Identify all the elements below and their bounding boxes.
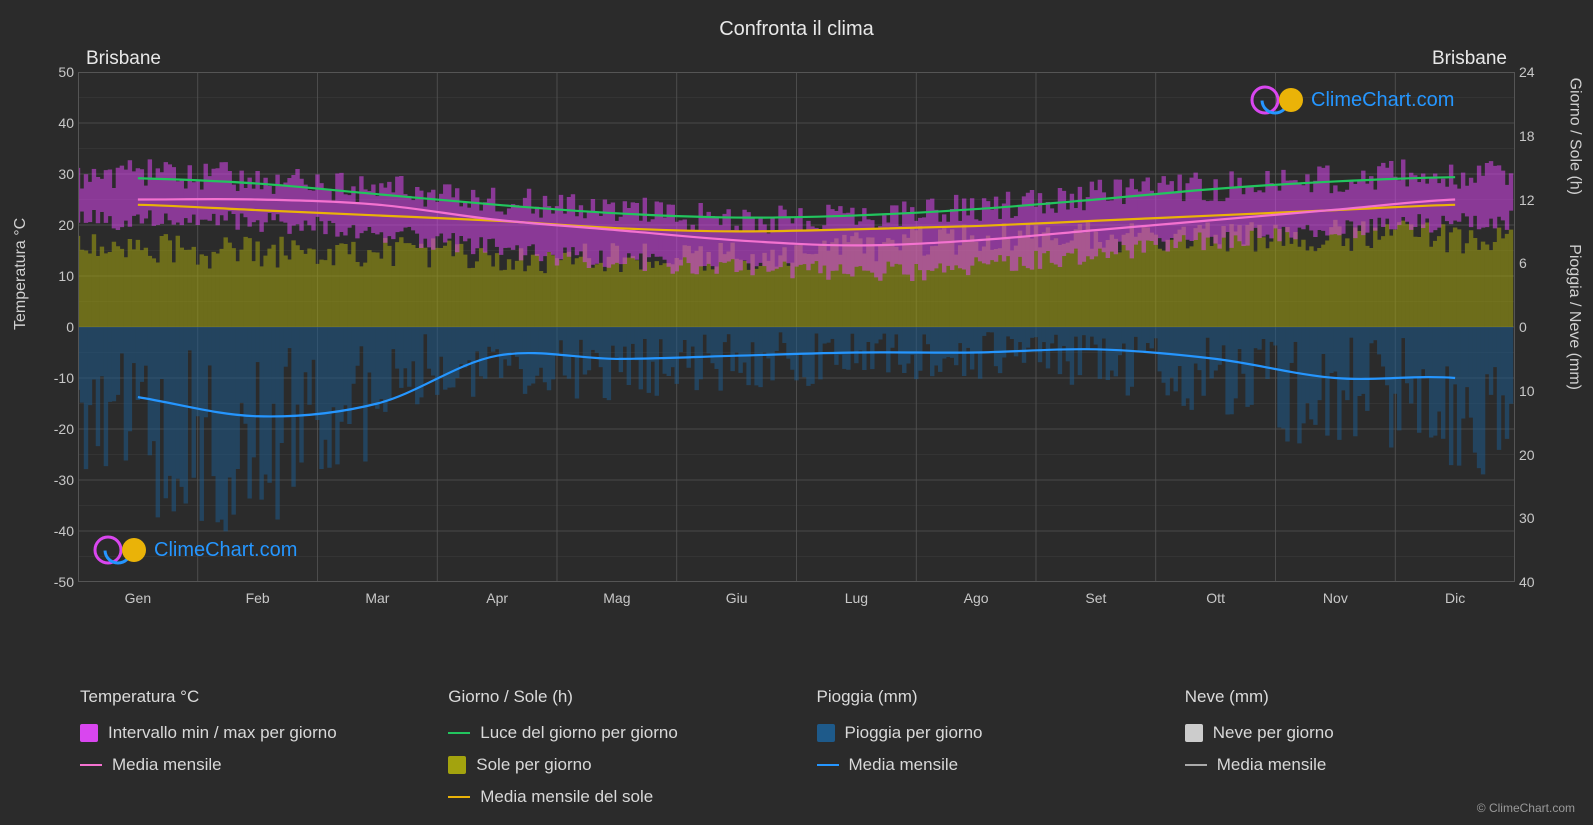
- legend-label: Intervallo min / max per giorno: [108, 723, 337, 743]
- swatch-sun: [448, 756, 466, 774]
- svg-text:ClimeChart.com: ClimeChart.com: [1311, 89, 1454, 111]
- month-tick: Gen: [125, 590, 151, 606]
- axis-label-right-bottom: Pioggia / Neve (mm): [1565, 244, 1583, 390]
- month-tick: Dic: [1445, 590, 1465, 606]
- legend-label: Luce del giorno per giorno: [480, 723, 678, 743]
- legend-item-rain-mean: Media mensile: [817, 755, 1145, 775]
- ytick-right: 10: [1519, 383, 1555, 399]
- legend-label: Media mensile del sole: [480, 787, 653, 807]
- ytick-left: -20: [38, 421, 74, 437]
- legend-col-snow: Neve (mm) Neve per giorno Media mensile: [1185, 687, 1513, 807]
- legend-col-temp: Temperatura °C Intervallo min / max per …: [80, 687, 408, 807]
- month-tick: Set: [1085, 590, 1106, 606]
- legend-head-snow: Neve (mm): [1185, 687, 1513, 707]
- legend-item-temp-range: Intervallo min / max per giorno: [80, 723, 408, 743]
- legend-col-daysun: Giorno / Sole (h) Luce del giorno per gi…: [448, 687, 776, 807]
- legend-item-daylight: Luce del giorno per giorno: [448, 723, 776, 743]
- month-tick: Mag: [603, 590, 630, 606]
- legend-item-sun-mean: Media mensile del sole: [448, 787, 776, 807]
- month-tick: Apr: [486, 590, 508, 606]
- ytick-left: 30: [38, 166, 74, 182]
- ytick-right: 6: [1519, 255, 1555, 271]
- ytick-left: -10: [38, 370, 74, 386]
- ytick-left: -40: [38, 523, 74, 539]
- ytick-left: 40: [38, 115, 74, 131]
- legend-item-snow-daily: Neve per giorno: [1185, 723, 1513, 743]
- ytick-left: 10: [38, 268, 74, 284]
- swatch-snow-mean: [1185, 764, 1207, 766]
- month-tick: Ott: [1206, 590, 1225, 606]
- month-tick: Feb: [246, 590, 270, 606]
- month-tick: Nov: [1323, 590, 1348, 606]
- climate-chart: Confronta il clima Brisbane Brisbane Tem…: [0, 0, 1593, 825]
- plot-area: ClimeChart.com ClimeChart.com: [78, 72, 1515, 582]
- legend-head-daysun: Giorno / Sole (h): [448, 687, 776, 707]
- legend: Temperatura °C Intervallo min / max per …: [80, 687, 1513, 807]
- axis-label-right-top: Giorno / Sole (h): [1565, 78, 1583, 195]
- swatch-snow: [1185, 724, 1203, 742]
- month-tick: Ago: [964, 590, 989, 606]
- ytick-right: 30: [1519, 510, 1555, 526]
- legend-item-snow-mean: Media mensile: [1185, 755, 1513, 775]
- legend-label: Media mensile: [112, 755, 222, 775]
- svg-text:ClimeChart.com: ClimeChart.com: [154, 539, 297, 561]
- legend-head-rain: Pioggia (mm): [817, 687, 1145, 707]
- swatch-temp-range: [80, 724, 98, 742]
- copyright: © ClimeChart.com: [1477, 801, 1575, 815]
- ytick-left: 0: [38, 319, 74, 335]
- legend-label: Pioggia per giorno: [845, 723, 983, 743]
- legend-label: Neve per giorno: [1213, 723, 1334, 743]
- month-tick: Giu: [726, 590, 748, 606]
- axis-label-left: Temperatura °C: [12, 218, 30, 330]
- location-right: Brisbane: [1432, 48, 1507, 70]
- ytick-right: 20: [1519, 447, 1555, 463]
- ytick-right: 40: [1519, 574, 1555, 590]
- ytick-right: 12: [1519, 192, 1555, 208]
- location-left: Brisbane: [86, 48, 161, 70]
- legend-label: Sole per giorno: [476, 755, 591, 775]
- month-tick: Lug: [845, 590, 868, 606]
- ytick-left: -30: [38, 472, 74, 488]
- legend-item-temp-mean: Media mensile: [80, 755, 408, 775]
- legend-item-sun: Sole per giorno: [448, 755, 776, 775]
- swatch-daylight: [448, 732, 470, 734]
- ytick-right: 24: [1519, 64, 1555, 80]
- swatch-rain-mean: [817, 764, 839, 766]
- ytick-right: 18: [1519, 128, 1555, 144]
- ytick-right: 0: [1519, 319, 1555, 335]
- ytick-left: 50: [38, 64, 74, 80]
- swatch-rain: [817, 724, 835, 742]
- plot-svg: ClimeChart.com ClimeChart.com: [78, 72, 1515, 582]
- ytick-left: 20: [38, 217, 74, 233]
- legend-label: Media mensile: [1217, 755, 1327, 775]
- legend-head-temp: Temperatura °C: [80, 687, 408, 707]
- ytick-left: -50: [38, 574, 74, 590]
- month-tick: Mar: [365, 590, 389, 606]
- legend-item-rain-daily: Pioggia per giorno: [817, 723, 1145, 743]
- legend-label: Media mensile: [849, 755, 959, 775]
- chart-title: Confronta il clima: [0, 0, 1593, 41]
- swatch-sun-mean: [448, 796, 470, 798]
- legend-col-rain: Pioggia (mm) Pioggia per giorno Media me…: [817, 687, 1145, 807]
- swatch-temp-mean: [80, 764, 102, 766]
